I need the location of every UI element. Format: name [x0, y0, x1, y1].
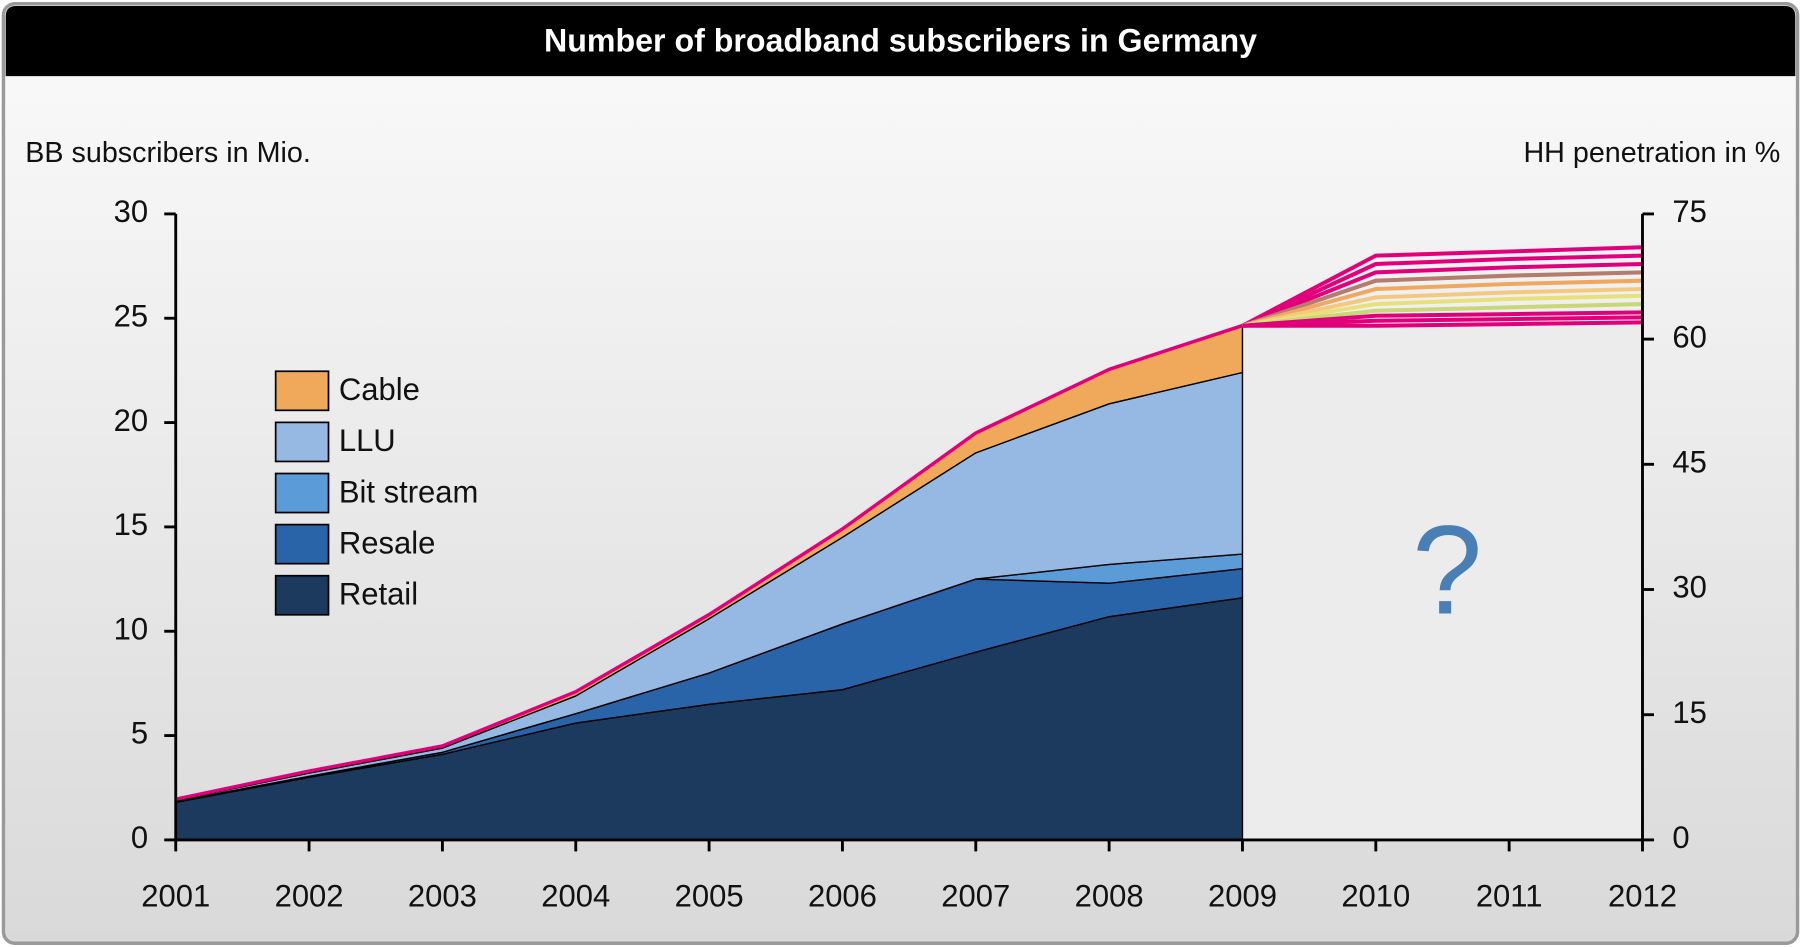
legend-label: Cable	[339, 372, 420, 407]
legend-label: LLU	[339, 423, 396, 458]
chart-title: Number of broadband subscribers in Germa…	[544, 22, 1257, 58]
forecast-line	[1241, 253, 1643, 328]
y2-tick-label: 15	[1672, 695, 1706, 730]
legend-swatch	[274, 472, 330, 514]
x-tick-label: 2009	[1208, 879, 1277, 914]
x-tick-label: 2012	[1608, 879, 1677, 914]
x-tick-label: 2005	[675, 879, 744, 914]
forecast-line	[1242, 315, 1643, 328]
x-tick-label: 2001	[141, 879, 210, 914]
annotation: ?	[1412, 500, 1482, 641]
x-tick-label: 2006	[808, 879, 877, 914]
legend-swatch	[274, 370, 330, 412]
forecast-line	[1241, 245, 1643, 328]
x-tick-label: 2004	[541, 879, 610, 914]
x-tick-label: 2008	[1075, 879, 1144, 914]
legend-label: Retail	[339, 577, 418, 612]
legend-swatch	[274, 574, 330, 616]
x-tick-label: 2011	[1476, 879, 1543, 914]
x-tick-label: 2010	[1341, 879, 1410, 914]
legend-swatch	[274, 523, 330, 565]
forecast-line	[1241, 270, 1643, 328]
y-tick-label: 25	[114, 298, 148, 333]
y-tick-label: 5	[131, 716, 148, 751]
y-tick-label: 20	[114, 403, 148, 438]
y2-tick-label: 0	[1672, 820, 1689, 855]
y-tick-label: 0	[131, 820, 148, 855]
y-axis-label: BB subscribers in Mio.	[25, 137, 311, 169]
forecast-line	[1242, 293, 1643, 328]
forecast-line	[1242, 287, 1643, 328]
x-tick-label: 2002	[275, 879, 344, 914]
y2-tick-label: 30	[1672, 570, 1706, 605]
top-outline	[175, 323, 1244, 801]
forecast-line	[1242, 310, 1643, 328]
x-tick-label: 2003	[408, 879, 477, 914]
forecast-region	[1242, 322, 1643, 840]
y-tick-label: 15	[114, 507, 148, 542]
forecast-line	[1241, 261, 1643, 328]
y2-tick-label: 45	[1672, 444, 1706, 479]
y-tick-label: 30	[114, 194, 148, 229]
title-bar	[5, 6, 1796, 77]
x-tick-label: 2007	[941, 879, 1010, 914]
legend-label: Resale	[339, 525, 436, 560]
forecast-line	[1242, 320, 1643, 328]
forecast-line	[1242, 302, 1643, 328]
legend-label: Bit stream	[339, 474, 479, 509]
legend-swatch	[274, 421, 330, 463]
forecast-line	[1241, 278, 1643, 328]
y2-tick-label: 75	[1672, 194, 1706, 229]
y2-axis-label: HH penetration in %	[1523, 137, 1780, 169]
y-tick-label: 10	[114, 611, 148, 646]
y2-tick-label: 60	[1672, 319, 1706, 354]
